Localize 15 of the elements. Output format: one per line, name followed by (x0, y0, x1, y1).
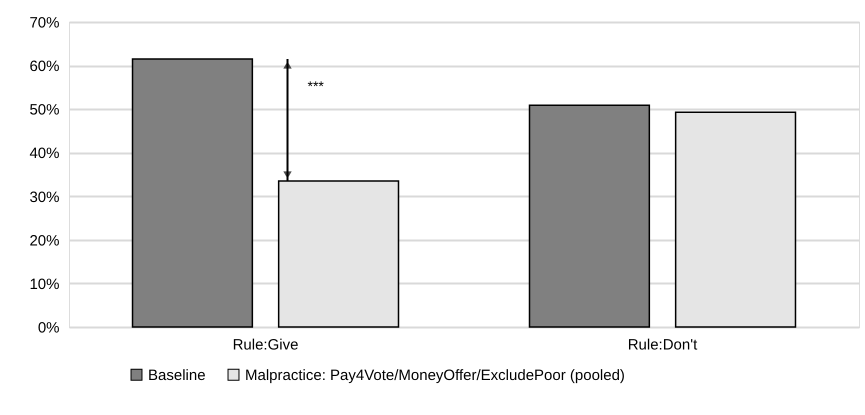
x-tick-label: Rule:Give (232, 336, 298, 354)
bar (528, 104, 650, 328)
bar (132, 58, 254, 328)
legend-label: Baseline (148, 366, 206, 384)
y-tick-label: 30% (29, 188, 60, 206)
y-tick-label: 20% (29, 232, 60, 250)
y-tick-label: 40% (29, 145, 60, 162)
x-tick-label: Rule:Don't (628, 336, 698, 354)
annotation: *** (308, 78, 324, 94)
legend-label: Malpractice: Pay4Vote/MoneyOffer/ExcludePoor (pooled) (245, 366, 625, 384)
y-tick-label: 50% (29, 102, 60, 119)
y-tick-label: 10% (29, 276, 60, 293)
y-tick-label: 60% (29, 58, 60, 76)
y-tick-label: 70% (29, 14, 60, 32)
y-tick-label: 0% (38, 320, 60, 336)
